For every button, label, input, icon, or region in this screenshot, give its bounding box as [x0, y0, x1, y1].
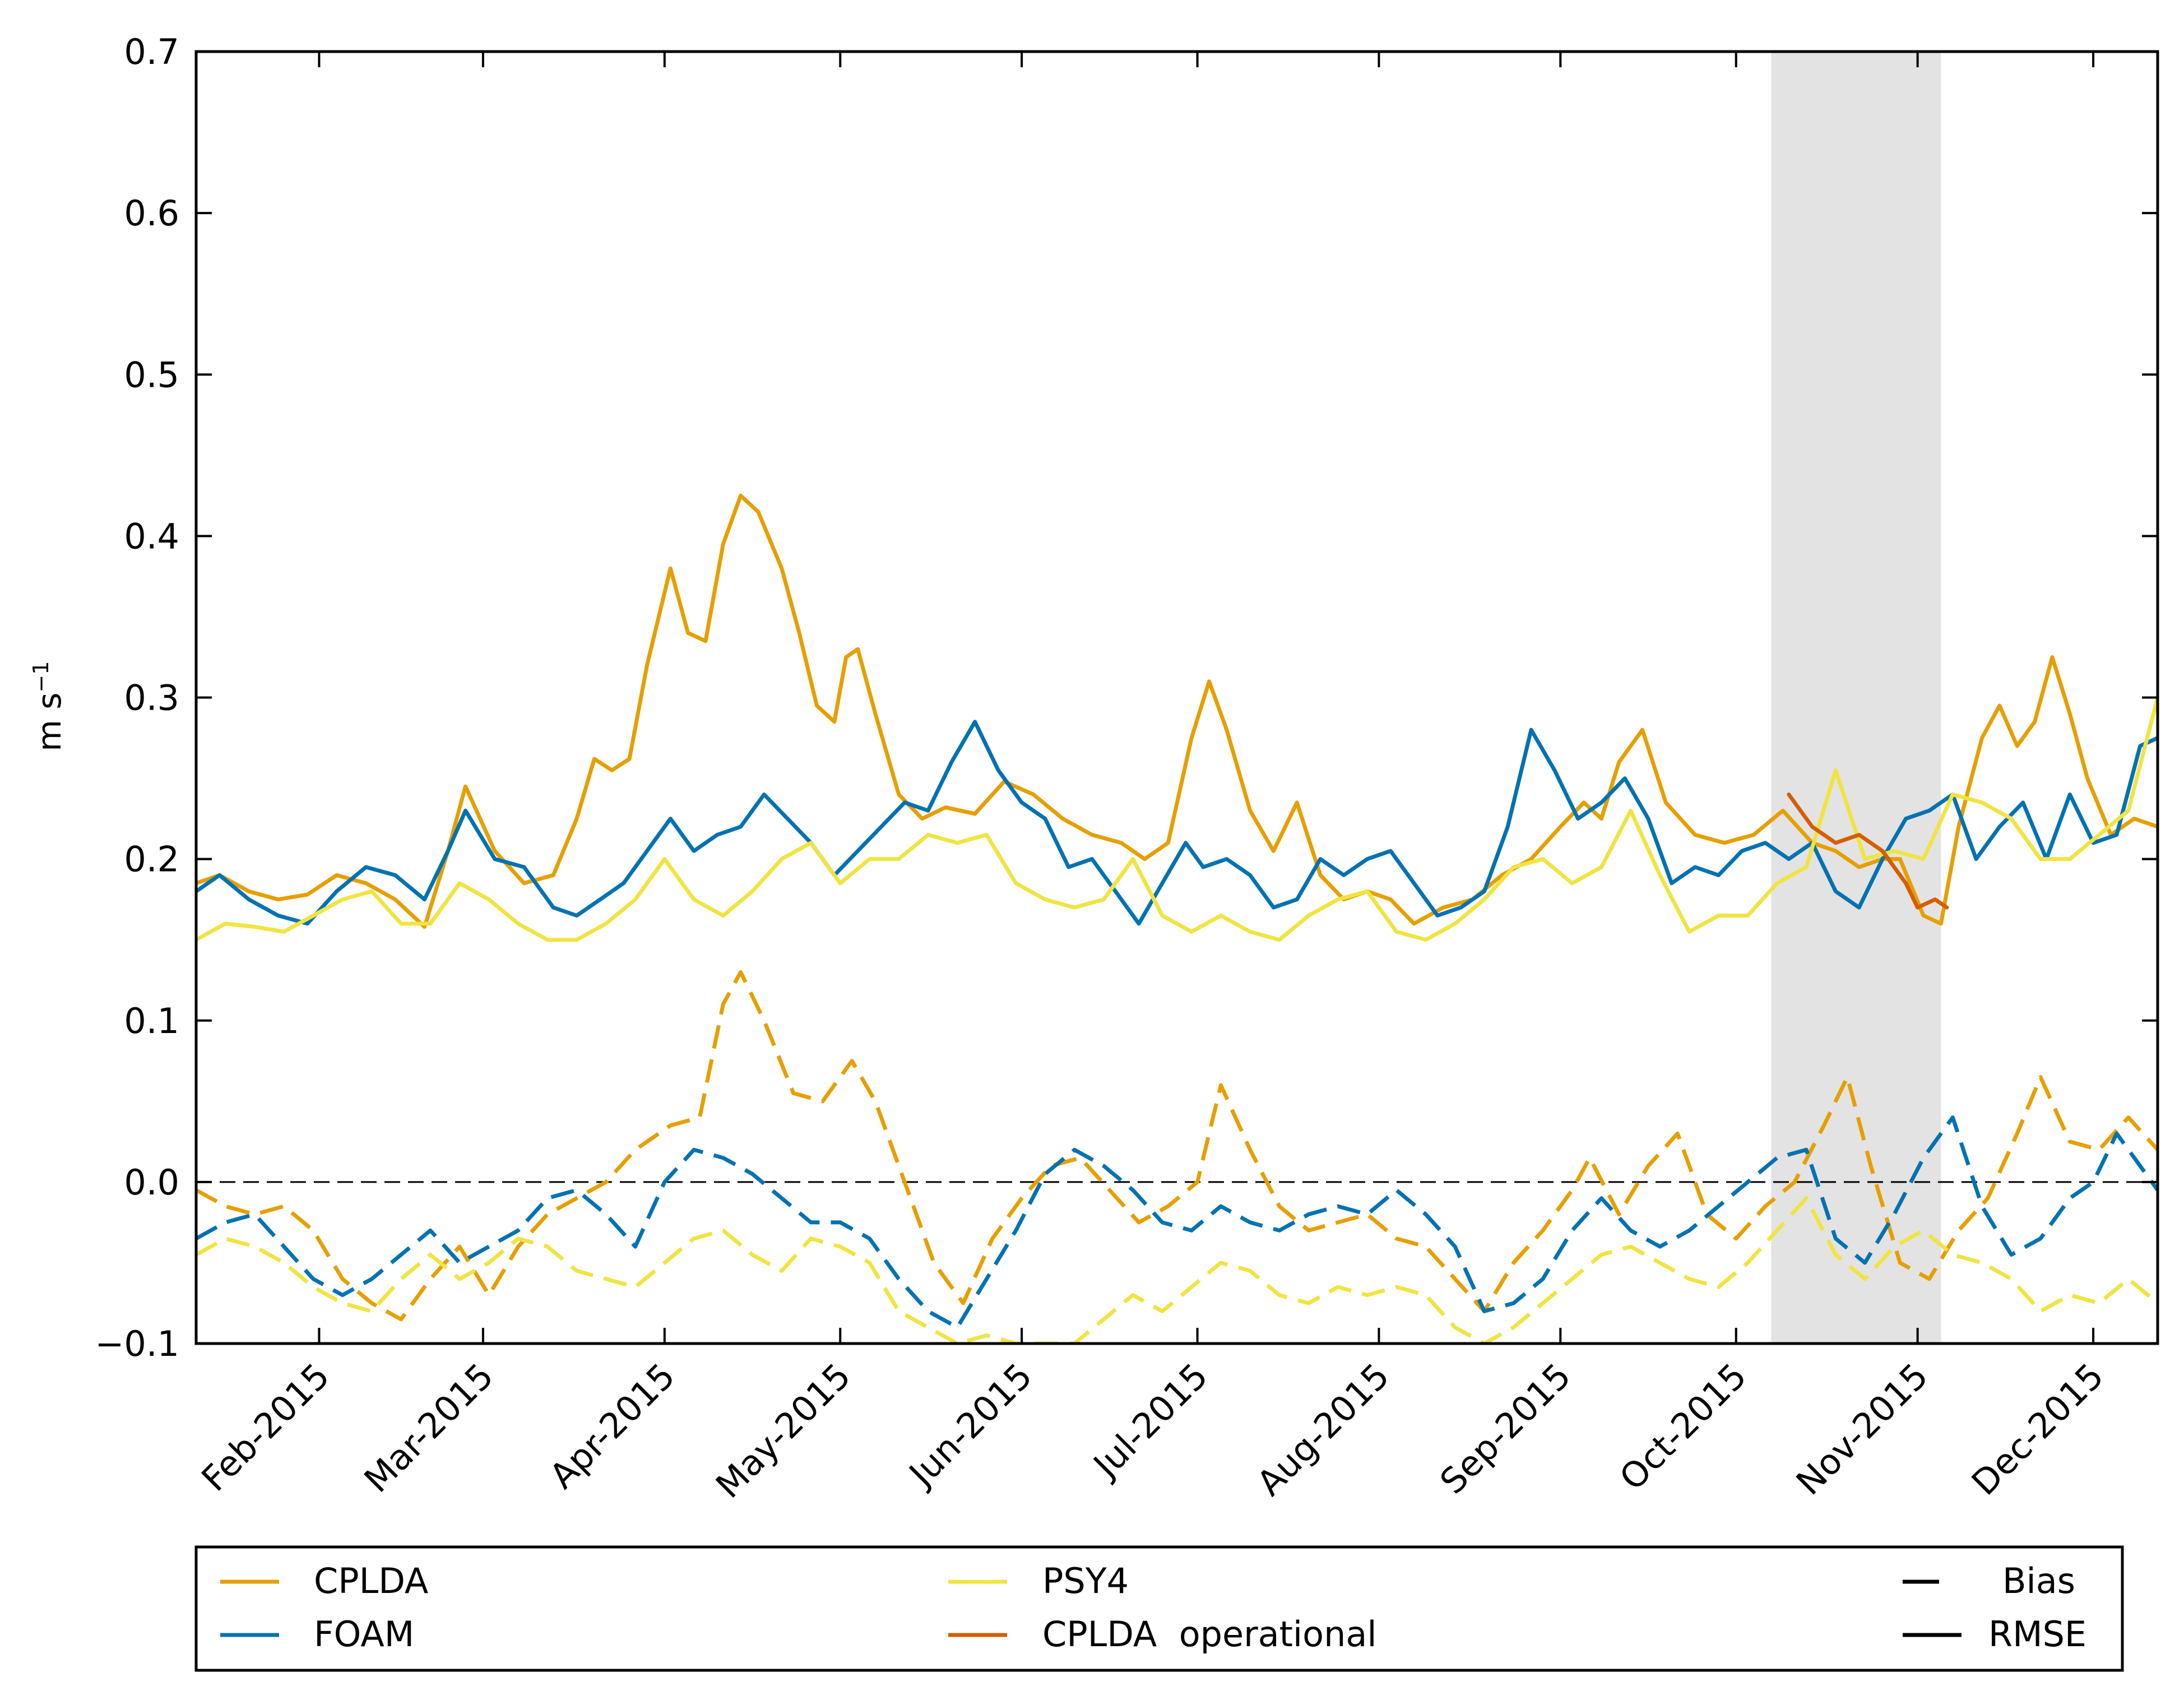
series-line-cplda-rmse — [196, 493, 2158, 929]
y-tick-label: 0.1 — [124, 1000, 179, 1041]
legend-label-foam: FOAM — [314, 1614, 414, 1655]
series-line-cplda-operational-rmse — [1787, 792, 1949, 910]
y-tick-label: 0.0 — [124, 1162, 179, 1203]
series-line-psy4-bias — [196, 1196, 2158, 1344]
legend-label-bias: Bias — [2002, 1560, 2075, 1601]
series-line-foam-bias — [196, 1115, 2158, 1330]
legend-label-psy4: PSY4 — [1042, 1560, 1129, 1601]
y-tick-label: 0.4 — [124, 516, 179, 557]
series-line-foam-rmse — [196, 720, 2158, 926]
legend-frame — [194, 1545, 2124, 1672]
y-tick-label: 0.5 — [124, 354, 179, 395]
y-tick-label: 0.2 — [124, 839, 179, 880]
series-line-cplda-bias — [196, 970, 2158, 1322]
legend: CPLDA FOAM PSY4 CPLDA operational Bias R… — [194, 1545, 2124, 1672]
y-tick-label: 0.7 — [124, 31, 179, 72]
legend-label-cplda: CPLDA — [314, 1560, 428, 1601]
shaded-period — [1771, 52, 1941, 1344]
legend-label-cplda-operational: CPLDA operational — [1042, 1614, 1377, 1655]
y-tick-label: −0.1 — [95, 1323, 179, 1364]
series-line-psy4-rmse — [196, 696, 2158, 942]
legend-label-rmse: RMSE — [1988, 1614, 2086, 1655]
y-tick-label: 0.3 — [124, 678, 179, 719]
y-tick-label: 0.6 — [124, 193, 179, 234]
y-axis-label: m s−1 — [29, 661, 68, 751]
